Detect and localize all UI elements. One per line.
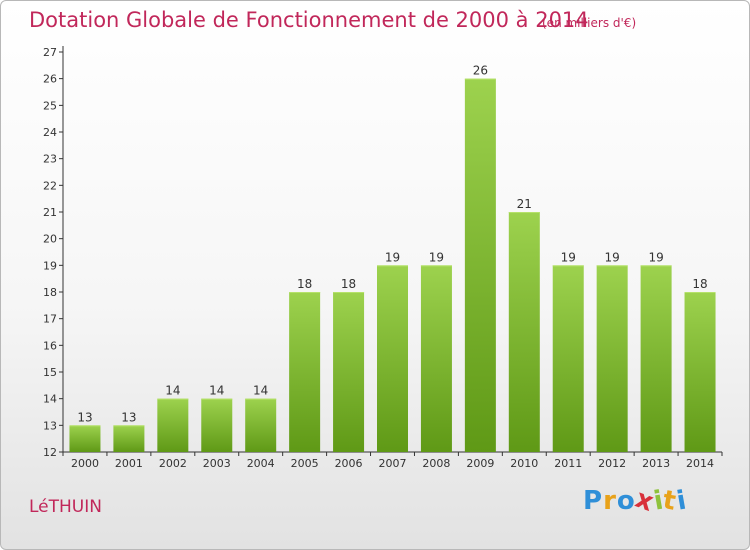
y-tick-label: 20 [43,233,57,246]
y-tick-label: 21 [43,206,57,219]
logo-letter: o [616,486,636,516]
chart-labels: 13 2000 13 2001 14 2002 14 2003 14 2004 18 2005 18 20… [71,64,714,470]
y-tick-label: 19 [43,259,57,272]
data-label: 18 [692,277,707,291]
bar [420,265,452,452]
y-tick-label: 25 [43,99,57,112]
bar [289,292,321,452]
bar [113,425,145,452]
logo-letter: r [603,486,617,516]
data-label: 19 [648,250,663,264]
bar [640,265,672,452]
logo-letter: P [583,486,604,516]
x-tick-label: 2006 [335,457,363,470]
data-label: 21 [517,197,532,211]
x-tick-label: 2014 [686,457,714,470]
bar [464,78,496,453]
y-tick-label: 16 [43,339,57,352]
x-tick-label: 2002 [159,457,187,470]
x-tick-label: 2007 [379,457,407,470]
bar [157,398,189,452]
y-tick-label: 22 [43,179,57,192]
bar [552,265,584,452]
chart-axes: 12 13 14 15 16 17 18 19 20 21 22 23 24 25 26 27 [43,46,723,459]
x-tick-label: 2001 [115,457,143,470]
x-tick-label: 2008 [422,457,450,470]
data-label: 26 [473,64,488,78]
data-label: 14 [209,384,224,398]
y-tick-label: 14 [43,393,57,406]
bar [596,265,628,452]
x-tick-label: 2004 [247,457,275,470]
bar [245,398,277,452]
y-tick-label: 17 [43,313,57,326]
y-tick-label: 27 [43,46,57,59]
x-tick-label: 2011 [554,457,582,470]
data-label: 19 [385,250,400,264]
data-label: 14 [165,384,180,398]
y-tick-label: 23 [43,153,57,166]
data-label: 19 [429,250,444,264]
y-tick-label: 13 [43,419,57,432]
y-tick-label: 26 [43,73,57,86]
bar [201,398,233,452]
bar [377,265,408,452]
y-tick-label: 24 [43,126,57,139]
bar [69,425,101,452]
x-tick-label: 2003 [203,457,231,470]
bar [333,292,365,452]
data-label: 19 [605,250,620,264]
bar [508,212,540,452]
data-label: 14 [253,384,268,398]
town-name: LéTHUIN [29,497,102,517]
chart-subtitle: (en milliers d'€) [542,16,637,30]
data-label: 13 [121,410,136,424]
x-tick-label: 2010 [510,457,538,470]
data-label: 13 [77,410,92,424]
chart-bars [69,78,716,453]
y-tick-label: 12 [43,446,57,459]
bar [684,292,716,452]
x-tick-label: 2009 [466,457,494,470]
data-label: 18 [341,277,356,291]
data-label: 19 [561,250,576,264]
chart-title: Dotation Globale de Fonctionnement de 20… [29,8,589,32]
data-label: 18 [297,277,312,291]
x-tick-label: 2013 [642,457,670,470]
y-tick-label: 15 [43,366,57,379]
y-tick-label: 18 [43,286,57,299]
proxiti-logo: Proxiti [583,484,689,518]
x-tick-label: 2005 [291,457,319,470]
x-tick-label: 2012 [598,457,626,470]
x-tick-label: 2000 [71,457,99,470]
